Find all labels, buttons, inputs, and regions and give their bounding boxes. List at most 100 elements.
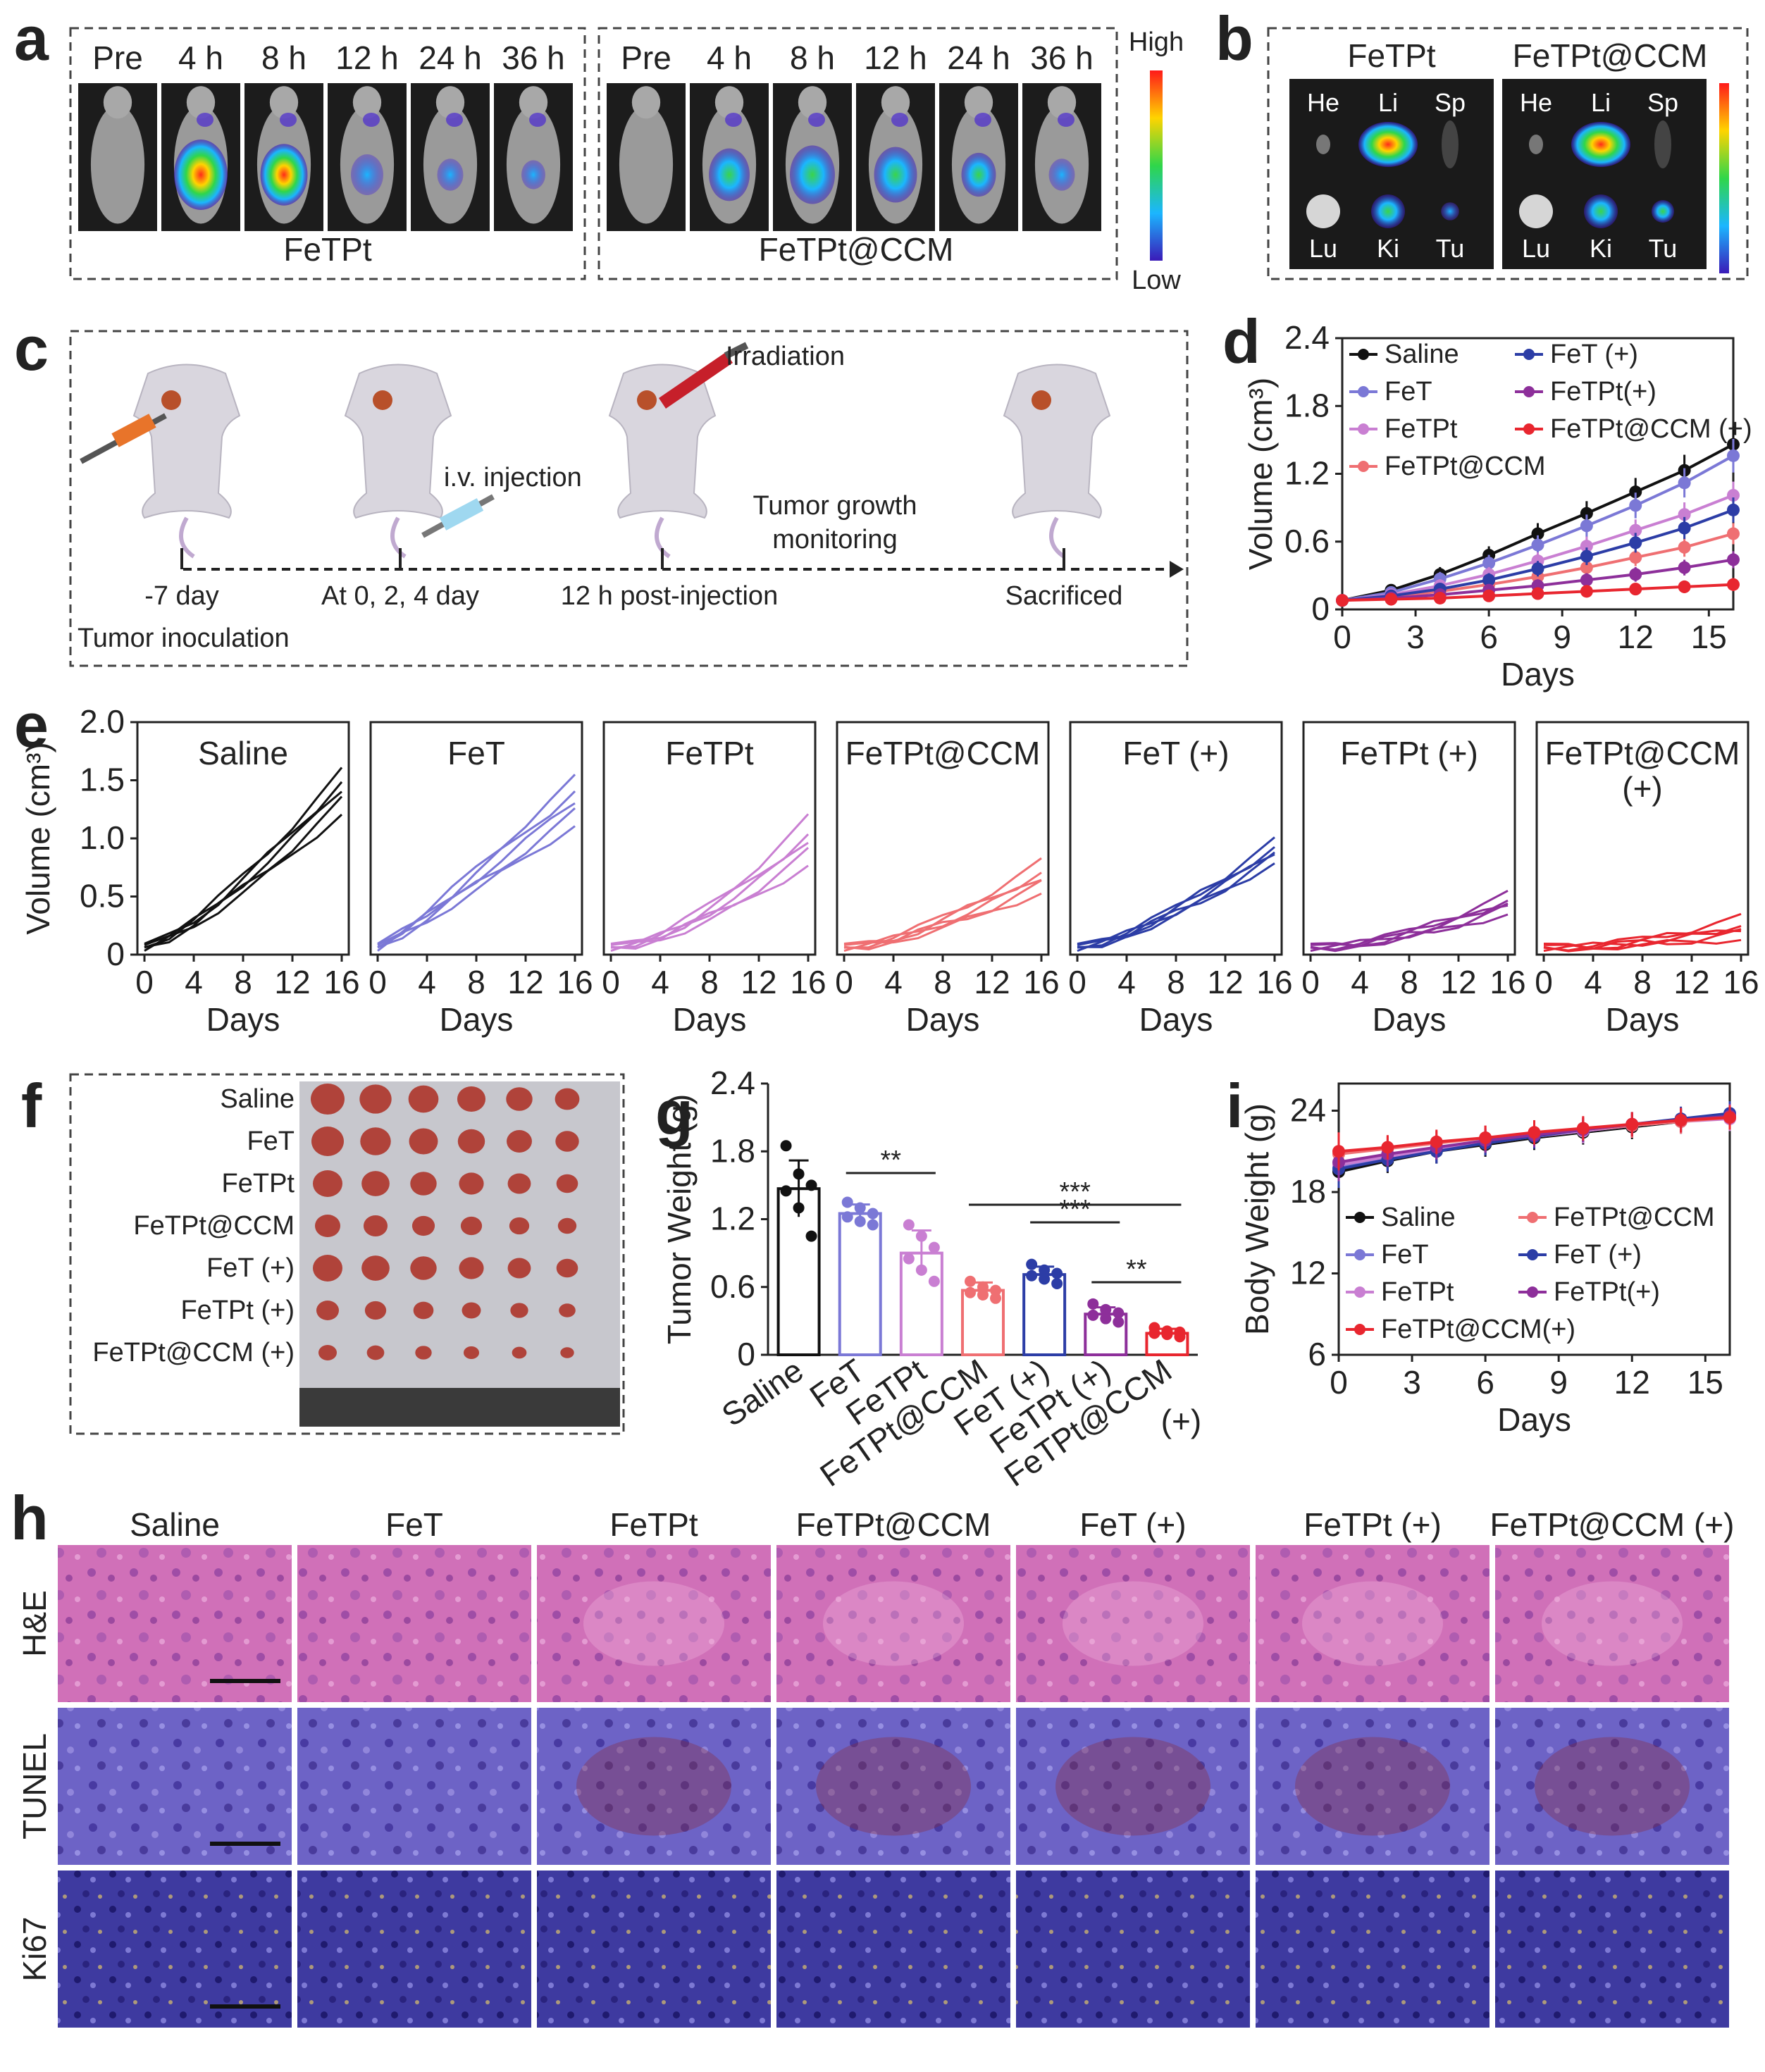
histology-image (776, 1708, 1010, 1865)
data-point (977, 1289, 989, 1301)
organ-label: Tu (1436, 234, 1465, 263)
data-point (977, 1281, 989, 1293)
subplot-title: FeT (+) (1122, 735, 1229, 771)
fluorescence-signal (363, 113, 380, 127)
organ-label: Ki (1590, 234, 1612, 263)
y-tick-label: 2.4 (710, 1065, 755, 1101)
x-tick-label: 4 (884, 964, 903, 1000)
data-point (1174, 1331, 1186, 1343)
y-tick-label: 1.8 (1284, 387, 1330, 423)
y-axis-label: Volume (cm³) (1242, 378, 1279, 570)
y-tick-label: 6 (1308, 1336, 1326, 1372)
fluorescence-signal (280, 113, 297, 127)
data-point (1113, 1316, 1125, 1328)
data-point (1629, 523, 1642, 537)
fluorescence-signal (874, 147, 917, 203)
tumor-sample (556, 1258, 578, 1278)
apoptosis-stain (1295, 1737, 1450, 1836)
panel-c: c Irradiation i.v. injection Tumor growt… (14, 314, 1189, 667)
legend-marker (1358, 461, 1369, 472)
data-point (1576, 1122, 1590, 1135)
x-tick-label: 8 (1167, 964, 1185, 1000)
monitoring-label-line1: Tumor growth (753, 491, 917, 521)
panel-b-frame (1267, 27, 1749, 280)
legend-marker (1527, 1286, 1538, 1298)
irradiation-label: Irradiation (726, 342, 845, 371)
data-point (1629, 583, 1642, 596)
data-point (1678, 476, 1691, 490)
data-point (1727, 488, 1740, 502)
data-point (1100, 1303, 1112, 1315)
data-point (1026, 1258, 1038, 1270)
organ-kidney (1584, 194, 1618, 228)
laser-irradiation-icon (659, 342, 749, 409)
mouse-illustrations (132, 364, 1111, 559)
data-point (1482, 573, 1496, 587)
tumor-sample (311, 1127, 344, 1156)
chart-d-tumor-volume: 0 0.6 1.2 1.8 2.4 0 3 6 9 12 15 Days Volume (cm³) Sal… (1242, 319, 1752, 693)
mouse-fetpt-1-head (186, 86, 216, 119)
data-point (1087, 1298, 1099, 1310)
legend-label: FeTPt@CCM(+) (1381, 1315, 1575, 1344)
tumor-sample (318, 1345, 337, 1360)
y-tick-label: 0.6 (710, 1268, 755, 1305)
data-point (1678, 508, 1691, 521)
timepoint-label: 12 h (335, 39, 399, 76)
data-point (1087, 1309, 1099, 1321)
data-point (1039, 1273, 1051, 1285)
organ-images: He Lu Li Ki Sp Tu He Lu Li Ki Sp Tu (1306, 88, 1678, 263)
x-tick-label: 0 (1330, 1364, 1348, 1401)
x-tick-label: 8 (934, 964, 952, 1000)
tumor-sample (363, 1215, 388, 1237)
data-point (780, 1185, 792, 1197)
subplot-title: FeTPt (+) (1340, 735, 1478, 771)
x-axis-label: Days (440, 1001, 514, 1038)
tumor-sample (557, 1217, 577, 1234)
panel-letter-c: c (14, 314, 49, 383)
tumor-sample (413, 1301, 434, 1320)
tumor-row-label: Saline (220, 1084, 295, 1114)
y-tick-label: 1.2 (1284, 455, 1330, 492)
timepoint-label: 4 h (707, 39, 752, 76)
legend-marker (1527, 1249, 1538, 1260)
timepoint-label: 8 h (790, 39, 835, 76)
histology-image (537, 1871, 771, 2028)
legend-marker (1354, 1249, 1365, 1260)
histology-image (1256, 1708, 1490, 1865)
timepoint-label: 12 h (864, 39, 927, 76)
tumor-sample (462, 1302, 481, 1319)
histology-image (1495, 1871, 1729, 2028)
tumor-sample (411, 1215, 435, 1236)
imaging-strip-ferptccm: Pre 4 h 8 h 12 h 24 h 36 h (607, 39, 1101, 231)
data-point (1100, 1313, 1112, 1325)
data-point (1531, 562, 1544, 576)
data-point (793, 1202, 805, 1214)
data-point (867, 1208, 879, 1220)
monitoring-label-line2: monitoring (772, 525, 897, 554)
timeline-label-1: -7 day (144, 581, 219, 611)
mouse-fetpt-5-head (519, 86, 548, 119)
data-point (854, 1215, 866, 1227)
y-tick-label: 1.2 (710, 1201, 755, 1237)
panel-d: d 0 0.6 1.2 1.8 2.4 0 3 6 9 12 15 Days Volume (cm³) S… (1222, 306, 1752, 693)
organ-colorbar (1719, 83, 1729, 273)
histology-column-label: Saline (130, 1506, 220, 1543)
data-point (1629, 568, 1642, 581)
tumor-spot (161, 390, 181, 410)
tumor-row-label: FeT (247, 1127, 295, 1156)
panel-h: h Saline FeT FeTPt FeTPt@CCM FeT (+) FeTPt (+… (11, 1483, 1734, 2028)
data-point (1430, 1135, 1443, 1148)
panel-letter-a: a (14, 4, 49, 73)
tumor-sample (408, 1085, 439, 1113)
tumor-sample (457, 1129, 485, 1154)
data-point (1482, 557, 1496, 570)
legend-label: FeT (1385, 377, 1432, 407)
imaging-strip-ferpt: Pre 4 h 8 h 12 h 24 h 36 h (78, 39, 573, 231)
tumor-spot (373, 390, 392, 410)
mouse-fetpt-4-head (435, 86, 465, 119)
necrosis-region (823, 1581, 964, 1666)
necrosis-region (1542, 1581, 1683, 1666)
x-tick-label: 12 (1207, 964, 1243, 1000)
bar (838, 1212, 882, 1356)
